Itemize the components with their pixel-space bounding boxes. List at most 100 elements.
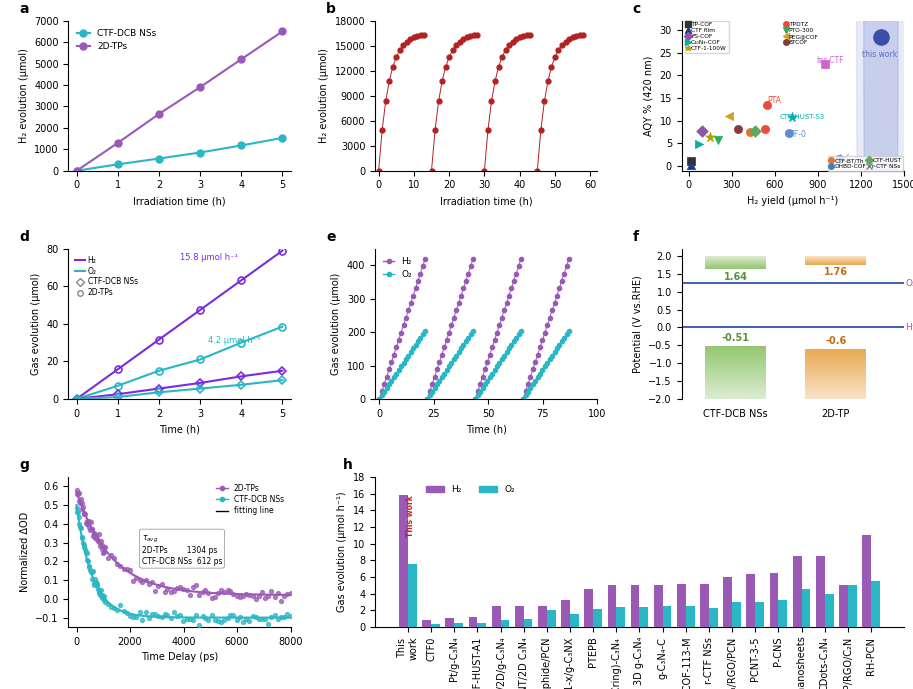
- Point: [100, 598, 115, 609]
- Point: [117, 606, 131, 617]
- X-axis label: Irradiation time (h): Irradiation time (h): [133, 196, 226, 206]
- X-axis label: Time (h): Time (h): [159, 424, 200, 434]
- Circle shape: [864, 0, 898, 582]
- Point: [123, 565, 138, 576]
- Bar: [705, 379, 766, 380]
- Point: [129, 611, 143, 622]
- Point: [93, 535, 108, 546]
- Point: [170, 583, 184, 594]
- Point: [242, 589, 257, 600]
- Point: [248, 593, 263, 604]
- Point: [201, 588, 215, 599]
- Point: [214, 584, 228, 595]
- Point: [683, 155, 698, 166]
- Point: [216, 586, 231, 597]
- Point: [135, 615, 150, 626]
- Bar: [408, 564, 416, 627]
- Point: [273, 611, 288, 622]
- Text: c: c: [633, 2, 641, 16]
- Point: [148, 609, 163, 620]
- Bar: [805, 357, 866, 358]
- Bar: [805, 359, 866, 360]
- Bar: [805, 362, 866, 363]
- Point: [818, 59, 833, 70]
- Point: [87, 580, 101, 591]
- Point: [257, 593, 272, 604]
- Bar: [705, 383, 766, 384]
- Point: [176, 584, 191, 595]
- Y-axis label: AQY % (420 nm): AQY % (420 nm): [644, 56, 654, 136]
- Bar: [805, 397, 866, 398]
- Bar: [805, 370, 866, 371]
- Bar: [500, 620, 509, 627]
- Point: [230, 615, 245, 626]
- Point: [78, 544, 92, 555]
- Bar: [805, 391, 866, 392]
- Point: [223, 586, 237, 597]
- Y-axis label: H₂ evolution (μmol): H₂ evolution (μmol): [18, 48, 28, 143]
- Bar: [705, 398, 766, 399]
- Point: [76, 538, 90, 549]
- Bar: [705, 360, 766, 362]
- Y-axis label: Potential (V vs.RHE): Potential (V vs.RHE): [633, 275, 643, 373]
- Bar: [561, 600, 570, 627]
- Text: f: f: [633, 230, 639, 245]
- Bar: [399, 495, 408, 627]
- Point: [78, 508, 92, 519]
- Point: [98, 542, 112, 553]
- Line: CTF-DCB NSs: CTF-DCB NSs: [73, 134, 286, 174]
- Bar: [468, 617, 477, 627]
- Point: [74, 497, 89, 508]
- Point: [120, 607, 134, 618]
- Bar: [805, 390, 866, 391]
- Point: [88, 533, 102, 544]
- Point: [79, 517, 93, 528]
- Point: [233, 611, 247, 622]
- Point: [144, 609, 159, 620]
- Point: [84, 523, 99, 534]
- Text: CTF-0: CTF-0: [785, 130, 807, 138]
- Point: [132, 607, 147, 618]
- Bar: [515, 606, 524, 627]
- Y-axis label: Gas evolution (μmol): Gas evolution (μmol): [31, 273, 41, 375]
- Point: [77, 542, 91, 553]
- Text: PTA: PTA: [767, 96, 781, 105]
- Text: This work: This work: [405, 495, 415, 537]
- Bar: [805, 364, 866, 365]
- Bar: [805, 382, 866, 383]
- Bar: [802, 590, 811, 627]
- Bar: [805, 386, 866, 387]
- Text: CTF-HUST-S3: CTF-HUST-S3: [779, 114, 824, 121]
- Point: [154, 611, 169, 622]
- Point: [98, 597, 112, 608]
- Point: [82, 522, 97, 533]
- Point: [89, 576, 103, 587]
- Point: [710, 134, 725, 145]
- Point: [139, 606, 153, 617]
- Bar: [770, 573, 779, 627]
- Bar: [805, 358, 866, 359]
- Bar: [492, 606, 500, 627]
- Point: [83, 566, 98, 577]
- Point: [207, 615, 222, 626]
- Point: [252, 613, 267, 624]
- Point: [100, 553, 115, 564]
- Point: [139, 575, 153, 586]
- Point: [264, 585, 278, 596]
- Bar: [705, 367, 766, 368]
- Bar: [705, 370, 766, 371]
- Bar: [792, 556, 802, 627]
- Point: [87, 528, 101, 539]
- Bar: [705, 378, 766, 379]
- Point: [85, 573, 100, 584]
- Bar: [686, 606, 695, 627]
- Bar: [705, 356, 766, 358]
- Legend: CTF-DCB NSs, 2D-TPs: CTF-DCB NSs, 2D-TPs: [73, 25, 160, 55]
- Text: 1.64: 1.64: [723, 271, 748, 282]
- Bar: [705, 389, 766, 391]
- Point: [785, 112, 800, 123]
- Bar: [871, 581, 880, 627]
- 2D-TPs: [71, 167, 82, 175]
- Bar: [705, 380, 766, 381]
- Point: [730, 123, 745, 134]
